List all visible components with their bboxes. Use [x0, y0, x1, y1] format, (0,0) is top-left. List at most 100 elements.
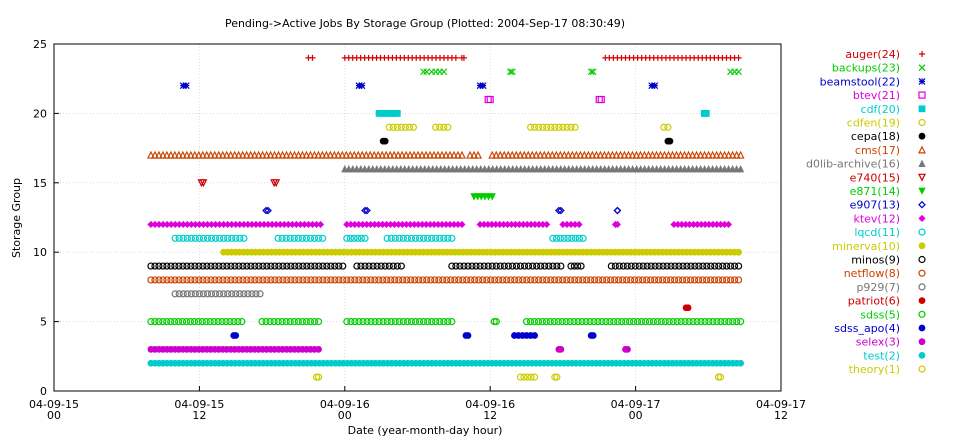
plot-frame — [53, 43, 782, 392]
data-point-run — [432, 123, 452, 131]
legend-marker — [918, 351, 926, 359]
legend-label: minos(9) — [851, 254, 900, 267]
series-theory-1 — [312, 373, 725, 381]
data-point-run — [551, 373, 561, 381]
data-point-run — [147, 345, 322, 353]
legend-label: e907(13) — [850, 199, 900, 212]
legend-marker — [918, 214, 926, 222]
series-ktev-12 — [147, 220, 733, 229]
data-point-run — [312, 373, 323, 381]
series-cms-17 — [146, 150, 745, 159]
legend-label: cdfen(19) — [847, 117, 900, 130]
legend-marker — [918, 228, 926, 236]
data-point-run — [147, 220, 325, 229]
data-point-run — [476, 82, 487, 90]
series-e740-15 — [197, 179, 281, 188]
legend-item: e871(14) — [850, 185, 926, 198]
legend-item: btev(21) — [853, 89, 926, 102]
data-point-run — [458, 54, 467, 61]
data-point-run — [516, 373, 539, 381]
series-auger-24 — [305, 54, 742, 61]
series-beamstool-22 — [179, 82, 659, 90]
data-point-run — [682, 304, 692, 312]
data-point-run — [220, 248, 742, 256]
data-point-run — [648, 82, 659, 90]
legend-item: lqcd(11) — [854, 226, 926, 239]
legend-label: theory(1) — [849, 363, 900, 376]
data-point-run — [230, 332, 240, 339]
legend-label: cepa(18) — [851, 130, 900, 143]
legend-item: sdss_apo(4) — [834, 322, 926, 335]
data-point-run — [448, 262, 565, 270]
series-patriot-6 — [682, 304, 692, 312]
series-cepa-18 — [379, 137, 674, 145]
legend-item: netflow(8) — [844, 267, 926, 280]
legend-marker — [918, 118, 926, 127]
y-tick-label: 10 — [33, 246, 47, 259]
legend-label: e740(15) — [850, 171, 900, 184]
data-point-run — [490, 318, 500, 326]
legend-marker — [918, 324, 926, 332]
data-point-run — [147, 262, 347, 270]
legend-item: ktev(12) — [853, 212, 926, 225]
x-tick-label: 04-09-17 12 — [756, 398, 806, 422]
legend-marker — [918, 200, 926, 209]
data-point-run — [522, 318, 745, 326]
x-tick-label: 04-09-17 00 — [611, 398, 661, 422]
data-point-run — [305, 54, 316, 61]
legend-label: sdss(5) — [860, 308, 900, 321]
data-point-run — [147, 276, 743, 284]
data-point-run — [727, 68, 743, 76]
legend-marker — [918, 77, 926, 85]
data-point-run — [274, 234, 327, 242]
data-point-run — [147, 318, 246, 326]
legend-marker — [918, 187, 926, 195]
data-point-run — [466, 150, 483, 159]
legend-item: minerva(10) — [832, 240, 926, 253]
data-point-run — [595, 95, 605, 104]
legend-label: ktev(12) — [853, 212, 900, 225]
y-tick-label: 0 — [40, 385, 47, 398]
legend-label: minerva(10) — [832, 240, 900, 253]
legend-label: backups(23) — [832, 62, 900, 75]
data-point-run — [343, 318, 456, 326]
data-point-run — [355, 82, 366, 90]
data-point-run — [555, 206, 565, 215]
data-point-run — [270, 179, 281, 188]
data-point-run — [385, 123, 418, 131]
data-point-run — [262, 206, 272, 215]
legend-label: e871(14) — [850, 185, 900, 198]
series-e907-13 — [262, 206, 622, 215]
data-point-run — [622, 345, 631, 353]
legend-marker — [918, 159, 926, 167]
data-point-run — [383, 234, 456, 242]
data-point-run — [484, 95, 494, 104]
legend-marker — [918, 132, 926, 140]
data-point-run — [587, 332, 597, 339]
data-point-run — [607, 262, 743, 270]
legend-item: patriot(6) — [848, 295, 926, 308]
data-point-run — [353, 262, 405, 270]
legend-label: btev(21) — [853, 89, 900, 102]
legend-marker — [918, 64, 926, 72]
legend-item: cdf(20) — [861, 103, 926, 116]
series-sdss-5 — [147, 318, 745, 326]
legend-label: netflow(8) — [844, 267, 900, 280]
legend-label: p929(7) — [856, 281, 900, 294]
legend-item: e740(15) — [850, 171, 926, 184]
data-point-run — [700, 110, 710, 117]
legend-label: test(2) — [863, 349, 900, 362]
legend-marker — [918, 91, 926, 99]
series-cdf-20 — [375, 110, 710, 117]
legend-item: theory(1) — [849, 363, 926, 376]
data-point-run — [146, 150, 466, 159]
x-axis-label: Date (year-month-day hour) — [348, 424, 503, 437]
data-point-run — [559, 220, 583, 229]
data-point-run — [361, 206, 371, 215]
legend-marker — [918, 269, 926, 277]
data-point-run — [664, 137, 674, 145]
legend-label: beamstool(22) — [820, 75, 900, 88]
data-point-run — [567, 262, 585, 270]
